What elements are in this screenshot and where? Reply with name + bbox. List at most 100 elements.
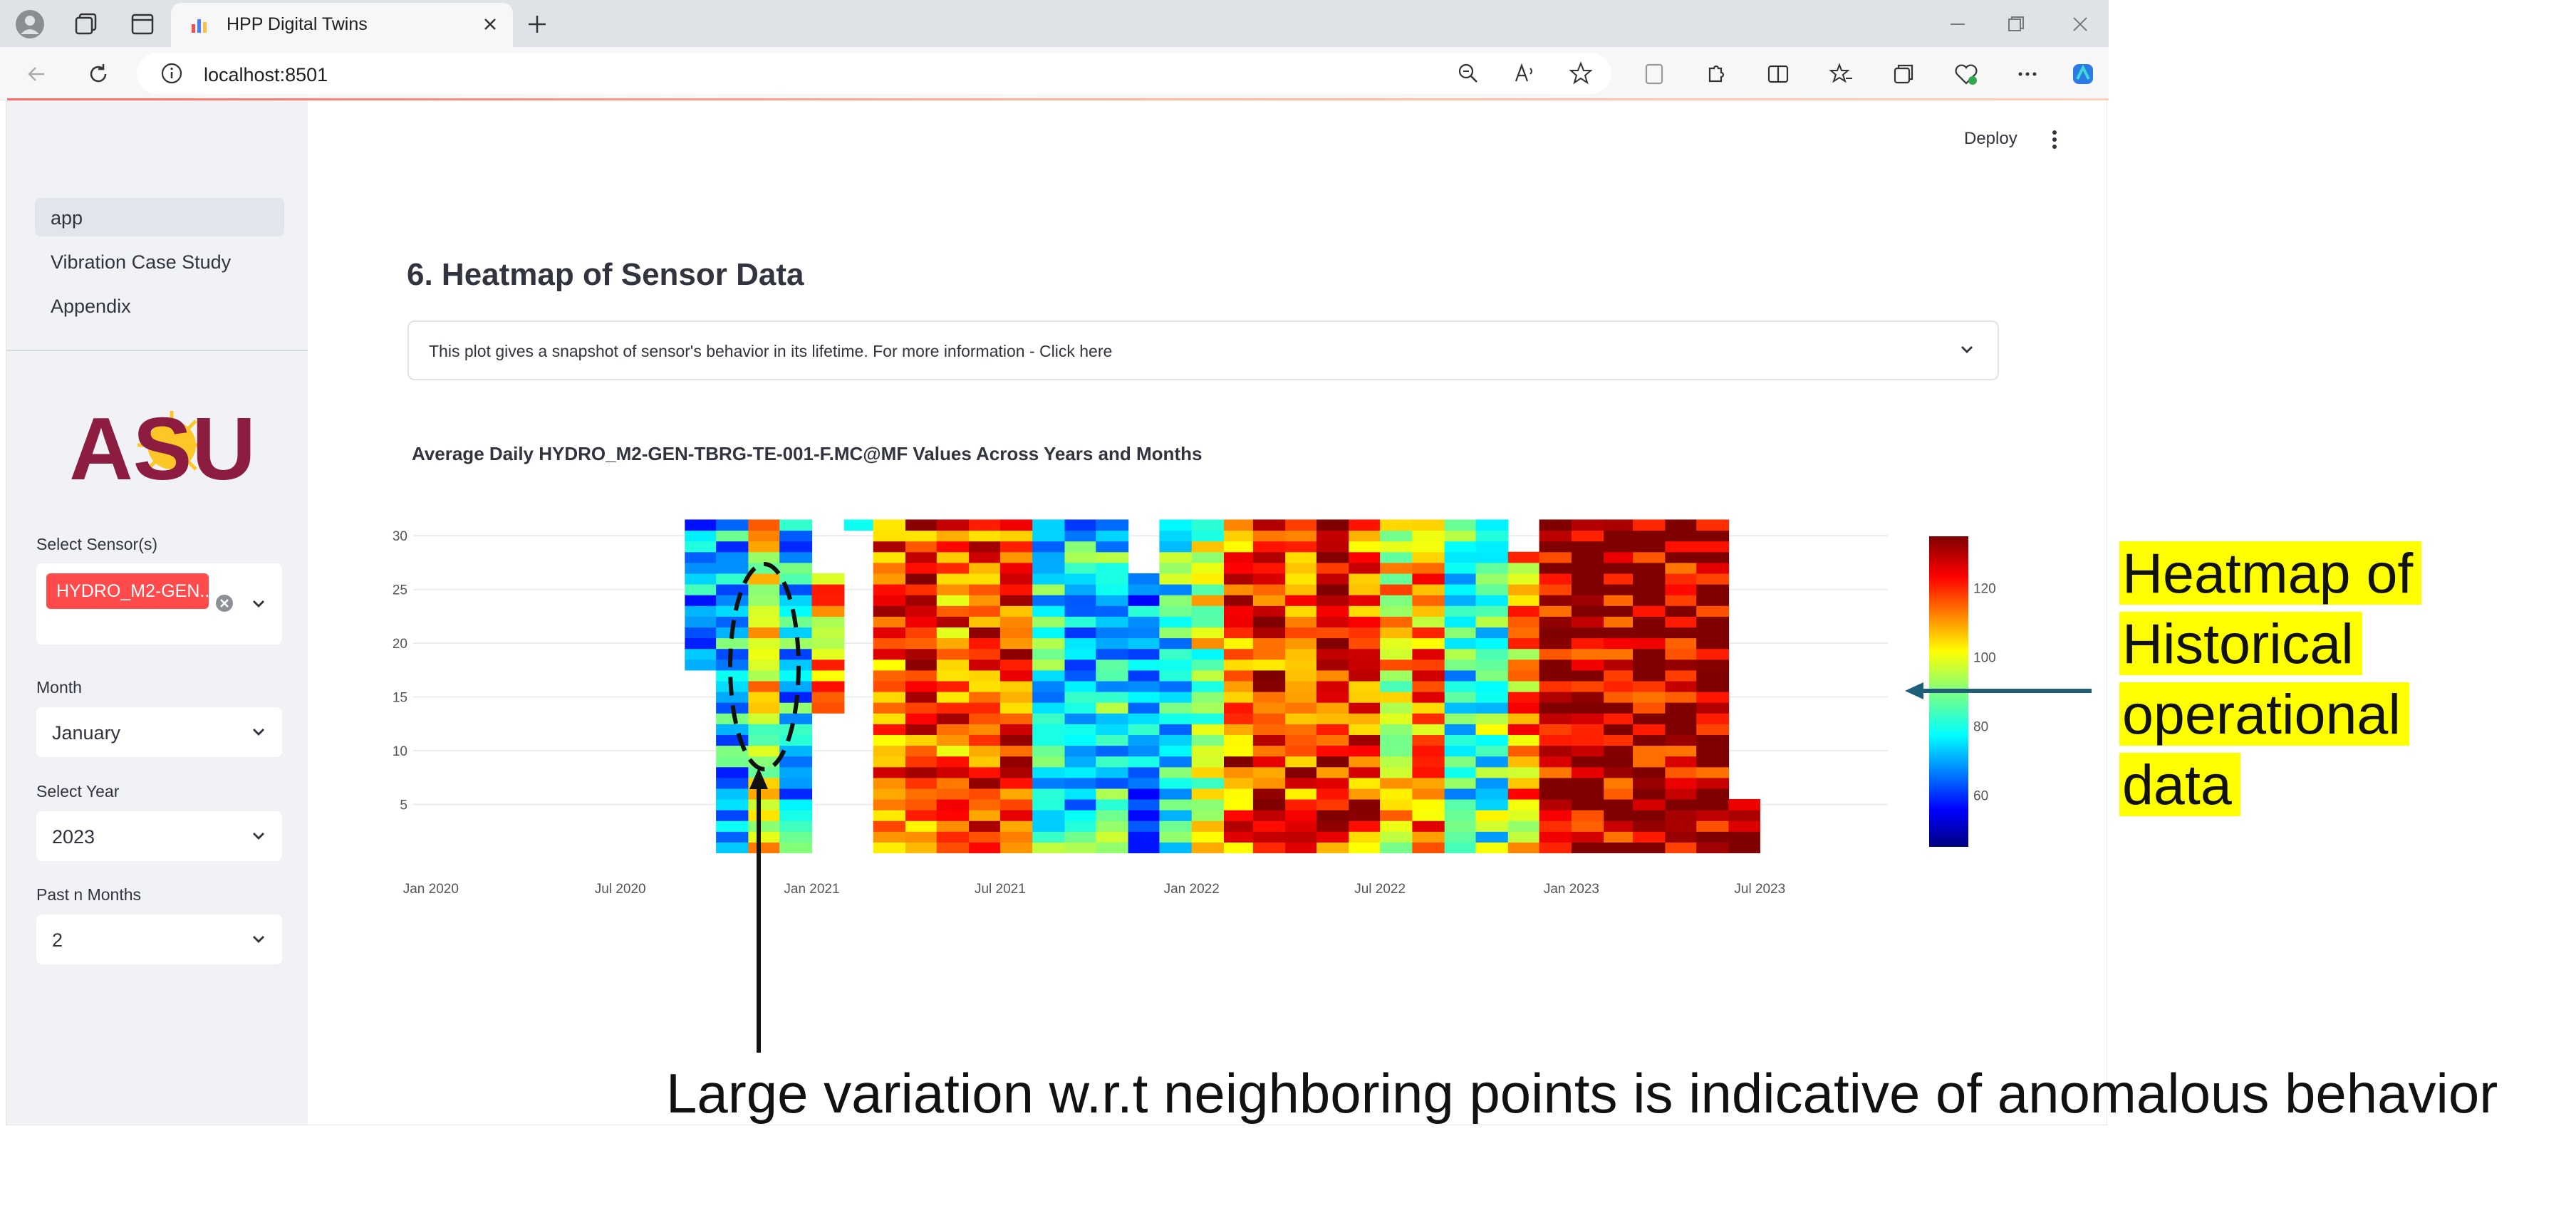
workspaces-icon[interactable] xyxy=(71,9,103,40)
sidebar-item-app[interactable]: app xyxy=(35,198,284,236)
sidebar-item-vibration-case-study[interactable]: Vibration Case Study xyxy=(35,242,284,281)
favorite-star-icon[interactable] xyxy=(1567,60,1594,87)
url-bar[interactable]: localhost:8501 xyxy=(137,53,1611,94)
past-n-months-select[interactable]: 2 xyxy=(36,914,282,964)
heatmap-cell xyxy=(1096,842,1129,854)
heatmap-cell xyxy=(1223,541,1254,553)
copilot-icon[interactable] xyxy=(2069,60,2097,88)
heatmap-cell xyxy=(969,798,1001,810)
month-select[interactable]: January xyxy=(36,707,282,757)
url-text[interactable]: localhost:8501 xyxy=(204,64,328,85)
heatmap-cell xyxy=(999,573,1033,585)
heatmap-cell xyxy=(1475,756,1509,768)
heatmap-cell xyxy=(1412,820,1445,832)
heatmap-cell xyxy=(1096,734,1129,746)
heatmap-cell xyxy=(779,605,813,617)
past-n-months-label: Past n Months xyxy=(36,885,142,904)
heatmap-cell xyxy=(1349,842,1381,854)
heatmap-cell xyxy=(1316,766,1349,778)
heatmap-cell xyxy=(1032,734,1066,746)
heatmap-cell xyxy=(1633,724,1666,735)
close-window-icon[interactable] xyxy=(2066,10,2094,38)
heatmap-cell xyxy=(1349,724,1381,735)
refresh-icon[interactable] xyxy=(84,60,113,88)
deploy-button[interactable]: Deploy xyxy=(1964,129,2017,148)
back-icon[interactable] xyxy=(23,60,51,88)
heatmap-cell xyxy=(1728,810,1760,821)
read-aloud-icon[interactable] xyxy=(1512,60,1539,87)
heatmap-cell xyxy=(1159,745,1193,757)
reading-view-icon[interactable] xyxy=(1640,60,1668,88)
heatmap-cell xyxy=(748,820,780,832)
heatmap-cell xyxy=(1191,551,1225,563)
chevron-down-icon[interactable] xyxy=(249,595,268,613)
sensor-chip[interactable]: HYDRO_M2-GEN... xyxy=(46,573,214,609)
heatmap-cell xyxy=(969,627,1001,639)
heatmap-cell xyxy=(936,616,970,628)
heatmap-cell xyxy=(936,584,970,595)
profile-icon[interactable] xyxy=(14,9,46,40)
heatmap-cell xyxy=(1380,820,1413,832)
heatmap-cell xyxy=(1475,734,1509,746)
heatmap-cell xyxy=(1159,831,1193,843)
main-menu-icon[interactable] xyxy=(2044,127,2065,152)
info-expander[interactable]: This plot gives a snapshot of sensor's b… xyxy=(407,320,1999,380)
more-options-icon[interactable] xyxy=(2013,60,2042,88)
heatmap-cell xyxy=(779,519,813,531)
sidebar-item-appendix[interactable]: Appendix xyxy=(35,286,284,325)
new-tab-icon[interactable] xyxy=(523,10,551,38)
heatmap-cell xyxy=(1571,713,1604,724)
heatmap-cell xyxy=(999,605,1033,617)
heatmap-cell xyxy=(1191,788,1225,800)
heatmap-cell xyxy=(1191,669,1225,682)
close-tab-icon[interactable] xyxy=(477,11,503,37)
heatmap-cell xyxy=(1571,777,1604,789)
heatmap-cell xyxy=(1507,692,1540,703)
heatmap-cell xyxy=(1571,766,1604,778)
heatmap-cell xyxy=(1444,692,1477,703)
year-label: Select Year xyxy=(36,782,120,801)
site-info-icon[interactable] xyxy=(158,60,185,87)
heatmap-cell xyxy=(1064,584,1096,595)
heatmap-cell xyxy=(1604,562,1634,574)
heatmap-cell xyxy=(1380,777,1413,789)
heatmap-cell xyxy=(1507,627,1540,639)
heatmap-cell xyxy=(1571,648,1604,660)
heatmap-cell xyxy=(748,605,780,617)
split-screen-icon[interactable] xyxy=(1764,60,1792,88)
heatmap-cell xyxy=(1475,777,1509,789)
heatmap-cell xyxy=(716,584,749,595)
heatmap-cell xyxy=(1285,810,1317,821)
minimize-icon[interactable] xyxy=(1943,10,1972,38)
heatmap-cell xyxy=(1539,724,1572,735)
heatmap-cell xyxy=(1444,702,1477,714)
collections-icon[interactable] xyxy=(1889,60,1918,88)
heatmap-cell xyxy=(1571,842,1604,854)
heatmap-cell xyxy=(1096,573,1129,585)
active-tab[interactable]: HPP Digital Twins xyxy=(171,3,513,47)
browser-essentials-icon[interactable] xyxy=(1952,60,1980,88)
heatmap-cell xyxy=(1539,648,1572,660)
heatmap-cell xyxy=(1252,584,1286,595)
heatmap-cell xyxy=(716,810,749,821)
heatmap-cell xyxy=(1507,659,1540,671)
tab-actions-icon[interactable] xyxy=(127,9,158,40)
heatmap-cell xyxy=(1633,616,1666,628)
extensions-icon[interactable] xyxy=(1701,60,1730,88)
heatmap-cell xyxy=(969,573,1001,585)
favorites-icon[interactable] xyxy=(1827,60,1855,88)
heatmap-cell xyxy=(685,530,717,542)
clear-selection-icon[interactable] xyxy=(214,593,234,613)
heatmap-cell xyxy=(1316,692,1349,703)
heatmap-cell xyxy=(1223,692,1254,703)
heatmap-cell xyxy=(1475,541,1509,553)
heatmap-cell xyxy=(1128,692,1160,703)
restore-icon[interactable] xyxy=(2002,10,2030,38)
zoom-icon[interactable] xyxy=(1455,60,1482,87)
heatmap-cell xyxy=(1191,680,1225,692)
heatmap-cell xyxy=(1159,659,1193,671)
heatmap-cell xyxy=(1349,713,1381,724)
heatmap-cell xyxy=(1316,798,1349,810)
sensor-multiselect[interactable]: HYDRO_M2-GEN... xyxy=(36,563,282,645)
year-select[interactable]: 2023 xyxy=(36,811,282,861)
